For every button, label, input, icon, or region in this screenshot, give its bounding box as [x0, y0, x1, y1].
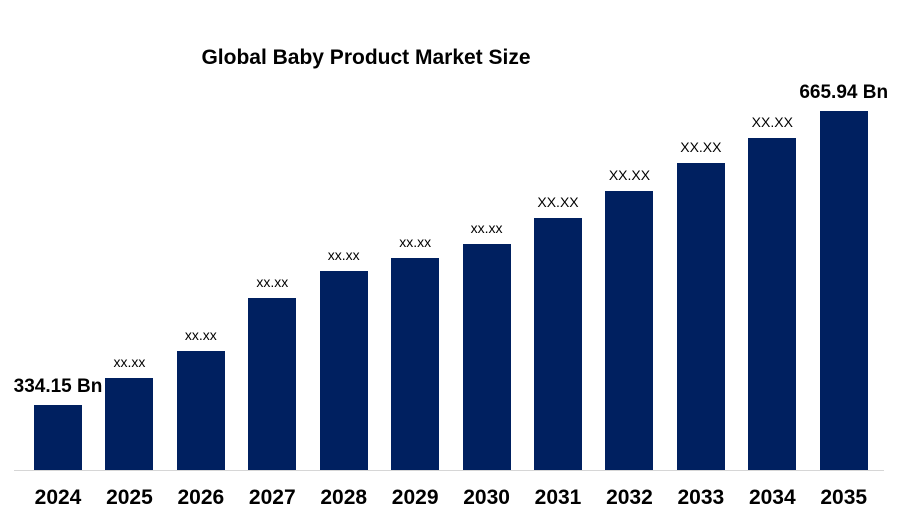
value-label-2030: xx.xx [470, 220, 503, 236]
x-axis-label-2025: 2025 [106, 486, 153, 509]
bar-2030 [462, 244, 511, 470]
x-axis-label-2034: 2034 [748, 486, 796, 509]
bar-2033 [676, 163, 725, 470]
bar-2031 [534, 218, 582, 470]
bar-2034 [748, 138, 797, 470]
bar-2028 [319, 271, 368, 470]
bar-2032 [605, 191, 654, 470]
x-axis-label-2035: 2035 [820, 486, 868, 509]
x-axis-label-2031: 2031 [534, 486, 582, 509]
x-axis-label-2027: 2027 [248, 486, 296, 509]
value-label-2028: xx.xx [327, 247, 360, 263]
x-axis-label-2029: 2029 [391, 486, 439, 509]
x-axis-label-2028: 2028 [320, 486, 368, 509]
value-label-2029: xx.xx [399, 234, 432, 250]
bar-2025 [105, 378, 154, 470]
x-axis-label-2032: 2032 [606, 486, 653, 509]
value-label-2024: 334.15 Bn [13, 376, 103, 397]
bar-2035 [819, 111, 868, 470]
x-axis-label-2033: 2033 [677, 486, 725, 509]
bar-2029 [391, 258, 440, 470]
bar-2026 [176, 351, 225, 470]
value-label-2032: XX.XX [608, 167, 651, 183]
value-label-2031: XX.XX [537, 194, 579, 210]
value-label-2034: XX.XX [751, 114, 793, 130]
value-label-2026: xx.xx [184, 327, 217, 343]
bar-2027 [248, 298, 297, 470]
x-axis-label-2030: 2030 [463, 486, 510, 509]
chart-title: Global Baby Product Market Size [201, 46, 531, 69]
value-label-2035: 665.94 Bn [799, 82, 889, 103]
x-axis-line [14, 470, 884, 471]
value-label-2027: xx.xx [256, 274, 289, 290]
x-axis-label-2024: 2024 [34, 486, 82, 509]
value-label-2025: xx.xx [113, 354, 146, 370]
bar-2024 [34, 405, 82, 470]
x-axis-label-2026: 2026 [177, 486, 225, 509]
value-label-2033: XX.XX [680, 139, 722, 155]
